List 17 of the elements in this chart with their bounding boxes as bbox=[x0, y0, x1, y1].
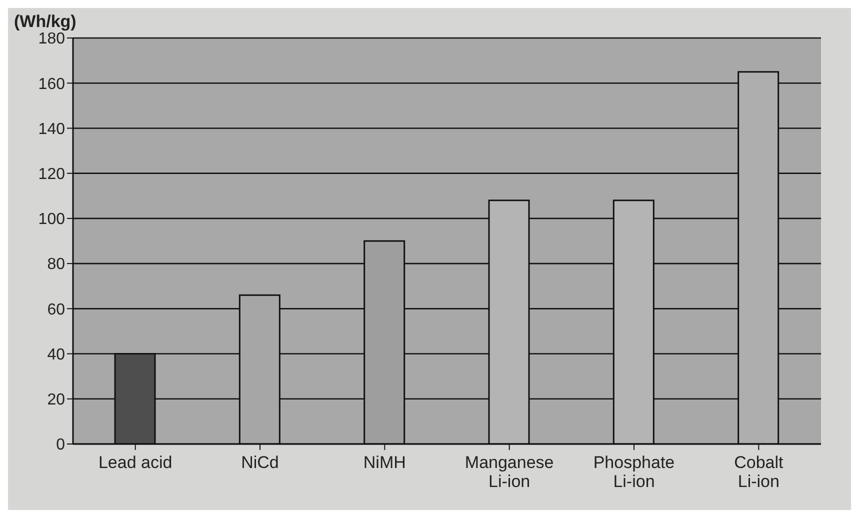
y-tick-label: 100 bbox=[38, 211, 66, 228]
x-tick-label: Manganese Li-ion bbox=[464, 453, 554, 491]
x-tick-label: Phosphate Li-ion bbox=[593, 453, 675, 491]
x-tick-label: NiMH bbox=[363, 453, 406, 472]
y-tick-label: 140 bbox=[38, 120, 66, 138]
y-tick-label: 80 bbox=[47, 256, 66, 274]
y-tick-label: 40 bbox=[47, 346, 66, 364]
y-tick-label: 20 bbox=[47, 392, 66, 409]
y-tick-label: 60 bbox=[47, 301, 66, 318]
y-tick-label: 120 bbox=[38, 166, 66, 184]
y-tick-label: 160 bbox=[38, 76, 66, 93]
x-tick-label: Lead acid bbox=[98, 453, 172, 472]
y-axis-title: (Wh/kg) bbox=[14, 12, 76, 32]
y-tick-label: 0 bbox=[56, 436, 66, 454]
x-tick-label: Cobalt Li-ion bbox=[734, 453, 784, 491]
y-tick-label: 180 bbox=[38, 30, 66, 48]
x-tick-label: NiCd bbox=[241, 453, 279, 472]
